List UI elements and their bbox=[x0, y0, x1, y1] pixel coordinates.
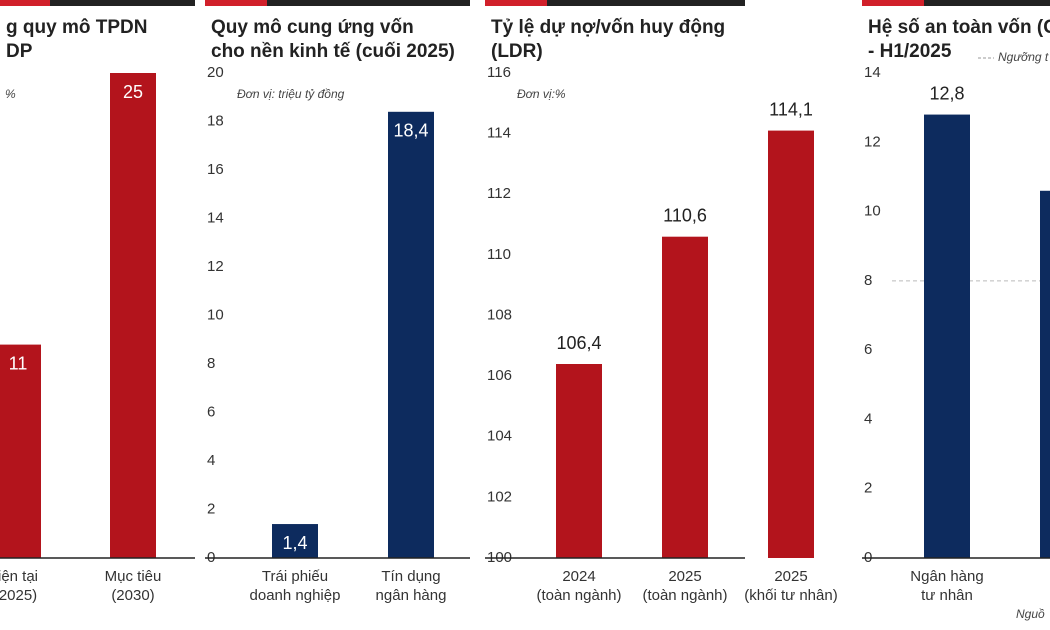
x-tick-label: (toàn ngành) bbox=[642, 587, 727, 604]
y-tick-label: 4 bbox=[207, 452, 215, 469]
y-tick-label: 8 bbox=[207, 355, 215, 372]
value-label: 12,8 bbox=[929, 83, 964, 103]
header-rule bbox=[547, 0, 745, 6]
bar bbox=[924, 114, 970, 559]
chart-title: - H1/2025 bbox=[868, 41, 952, 62]
y-tick-label: 8 bbox=[864, 272, 872, 289]
y-tick-label: 112 bbox=[487, 185, 511, 202]
y-tick-label: 12 bbox=[864, 133, 881, 150]
y-tick-label: 14 bbox=[864, 64, 881, 81]
bar bbox=[388, 111, 434, 559]
y-tick-label: 20 bbox=[207, 64, 224, 81]
y-tick-label: 4 bbox=[864, 410, 872, 427]
y-tick-label: 16 bbox=[207, 161, 224, 178]
chart-title: (LDR) bbox=[491, 41, 543, 62]
y-tick-label: 110 bbox=[487, 246, 511, 263]
bar bbox=[556, 364, 602, 558]
y-tick-label: 106 bbox=[487, 367, 512, 384]
y-tick-label: 10 bbox=[864, 203, 881, 220]
y-tick-label: 6 bbox=[207, 403, 215, 420]
x-tick-label: 2024 bbox=[562, 568, 595, 585]
header-rule bbox=[50, 0, 195, 6]
y-tick-label: 12 bbox=[207, 258, 224, 275]
header-accent bbox=[205, 0, 267, 6]
y-tick-label: 116 bbox=[487, 64, 511, 81]
value-label: 1,4 bbox=[282, 533, 307, 553]
value-label: 11 bbox=[9, 353, 28, 373]
y-tick-label: 6 bbox=[864, 341, 872, 358]
unit-label: Đơn vị:% bbox=[517, 87, 566, 101]
x-tick-label: (toàn ngành) bbox=[536, 587, 621, 604]
header-accent bbox=[485, 0, 547, 6]
x-tick-label: Tín dụng bbox=[381, 568, 440, 585]
x-tick-label: (2030) bbox=[111, 587, 154, 604]
x-tick-label: iện tại bbox=[0, 568, 38, 585]
value-label: 25 bbox=[123, 82, 143, 102]
x-tick-label: 2025 bbox=[774, 568, 807, 585]
bar bbox=[662, 236, 708, 558]
chart-title: Quy mô cung ứng vốn bbox=[211, 17, 414, 38]
header-rule bbox=[267, 0, 470, 6]
x-tick-label: ngân hàng bbox=[376, 587, 447, 604]
bar bbox=[110, 73, 156, 558]
value-label: 18,4 bbox=[393, 121, 428, 141]
y-tick-label: 114 bbox=[487, 125, 511, 142]
chart-title: Hệ số an toàn vốn (C bbox=[868, 17, 1050, 38]
chart-title: Tỷ lệ dự nợ/vốn huy động bbox=[491, 17, 725, 38]
y-tick-label: 102 bbox=[487, 488, 512, 505]
bar bbox=[1040, 190, 1050, 559]
source: Nguồ bbox=[1016, 607, 1045, 621]
y-tick-label: 2 bbox=[207, 500, 215, 517]
y-tick-label: 14 bbox=[207, 209, 224, 226]
header-rule bbox=[924, 0, 1050, 6]
unit-label: Đơn vị: triệu tỷ đồng bbox=[237, 87, 345, 101]
bar bbox=[272, 524, 318, 558]
y-tick-label: 2 bbox=[864, 480, 872, 497]
bar bbox=[768, 130, 814, 558]
x-tick-label: (khối tư nhân) bbox=[744, 587, 837, 604]
x-tick-label: tư nhân bbox=[921, 587, 973, 604]
chart-title: DP bbox=[6, 41, 33, 62]
y-tick-label: 18 bbox=[207, 112, 224, 129]
x-tick-label: doanh nghiệp bbox=[250, 587, 341, 604]
x-tick-label: Trái phiếu bbox=[262, 568, 328, 585]
x-tick-label: Mục tiêu bbox=[105, 568, 162, 585]
chart-title: cho nền kinh tế (cuối 2025) bbox=[211, 41, 455, 62]
y-tick-label: 104 bbox=[487, 428, 512, 445]
y-tick-label: 10 bbox=[207, 306, 224, 323]
x-tick-label: 2025) bbox=[0, 587, 37, 604]
x-tick-label: Ngân hàng bbox=[910, 568, 983, 585]
unit-label: % bbox=[5, 87, 16, 101]
legend-label: Ngưỡng t bbox=[998, 50, 1049, 64]
value-label: 110,6 bbox=[663, 205, 707, 225]
y-tick-label: 108 bbox=[487, 306, 512, 323]
value-label: 114,1 bbox=[769, 99, 813, 119]
x-tick-label: 2025 bbox=[668, 568, 701, 585]
header-accent bbox=[0, 0, 50, 6]
value-label: 106,4 bbox=[556, 333, 601, 353]
header-accent bbox=[862, 0, 924, 6]
bar bbox=[0, 344, 41, 558]
chart-title: g quy mô TPDN bbox=[6, 17, 147, 38]
